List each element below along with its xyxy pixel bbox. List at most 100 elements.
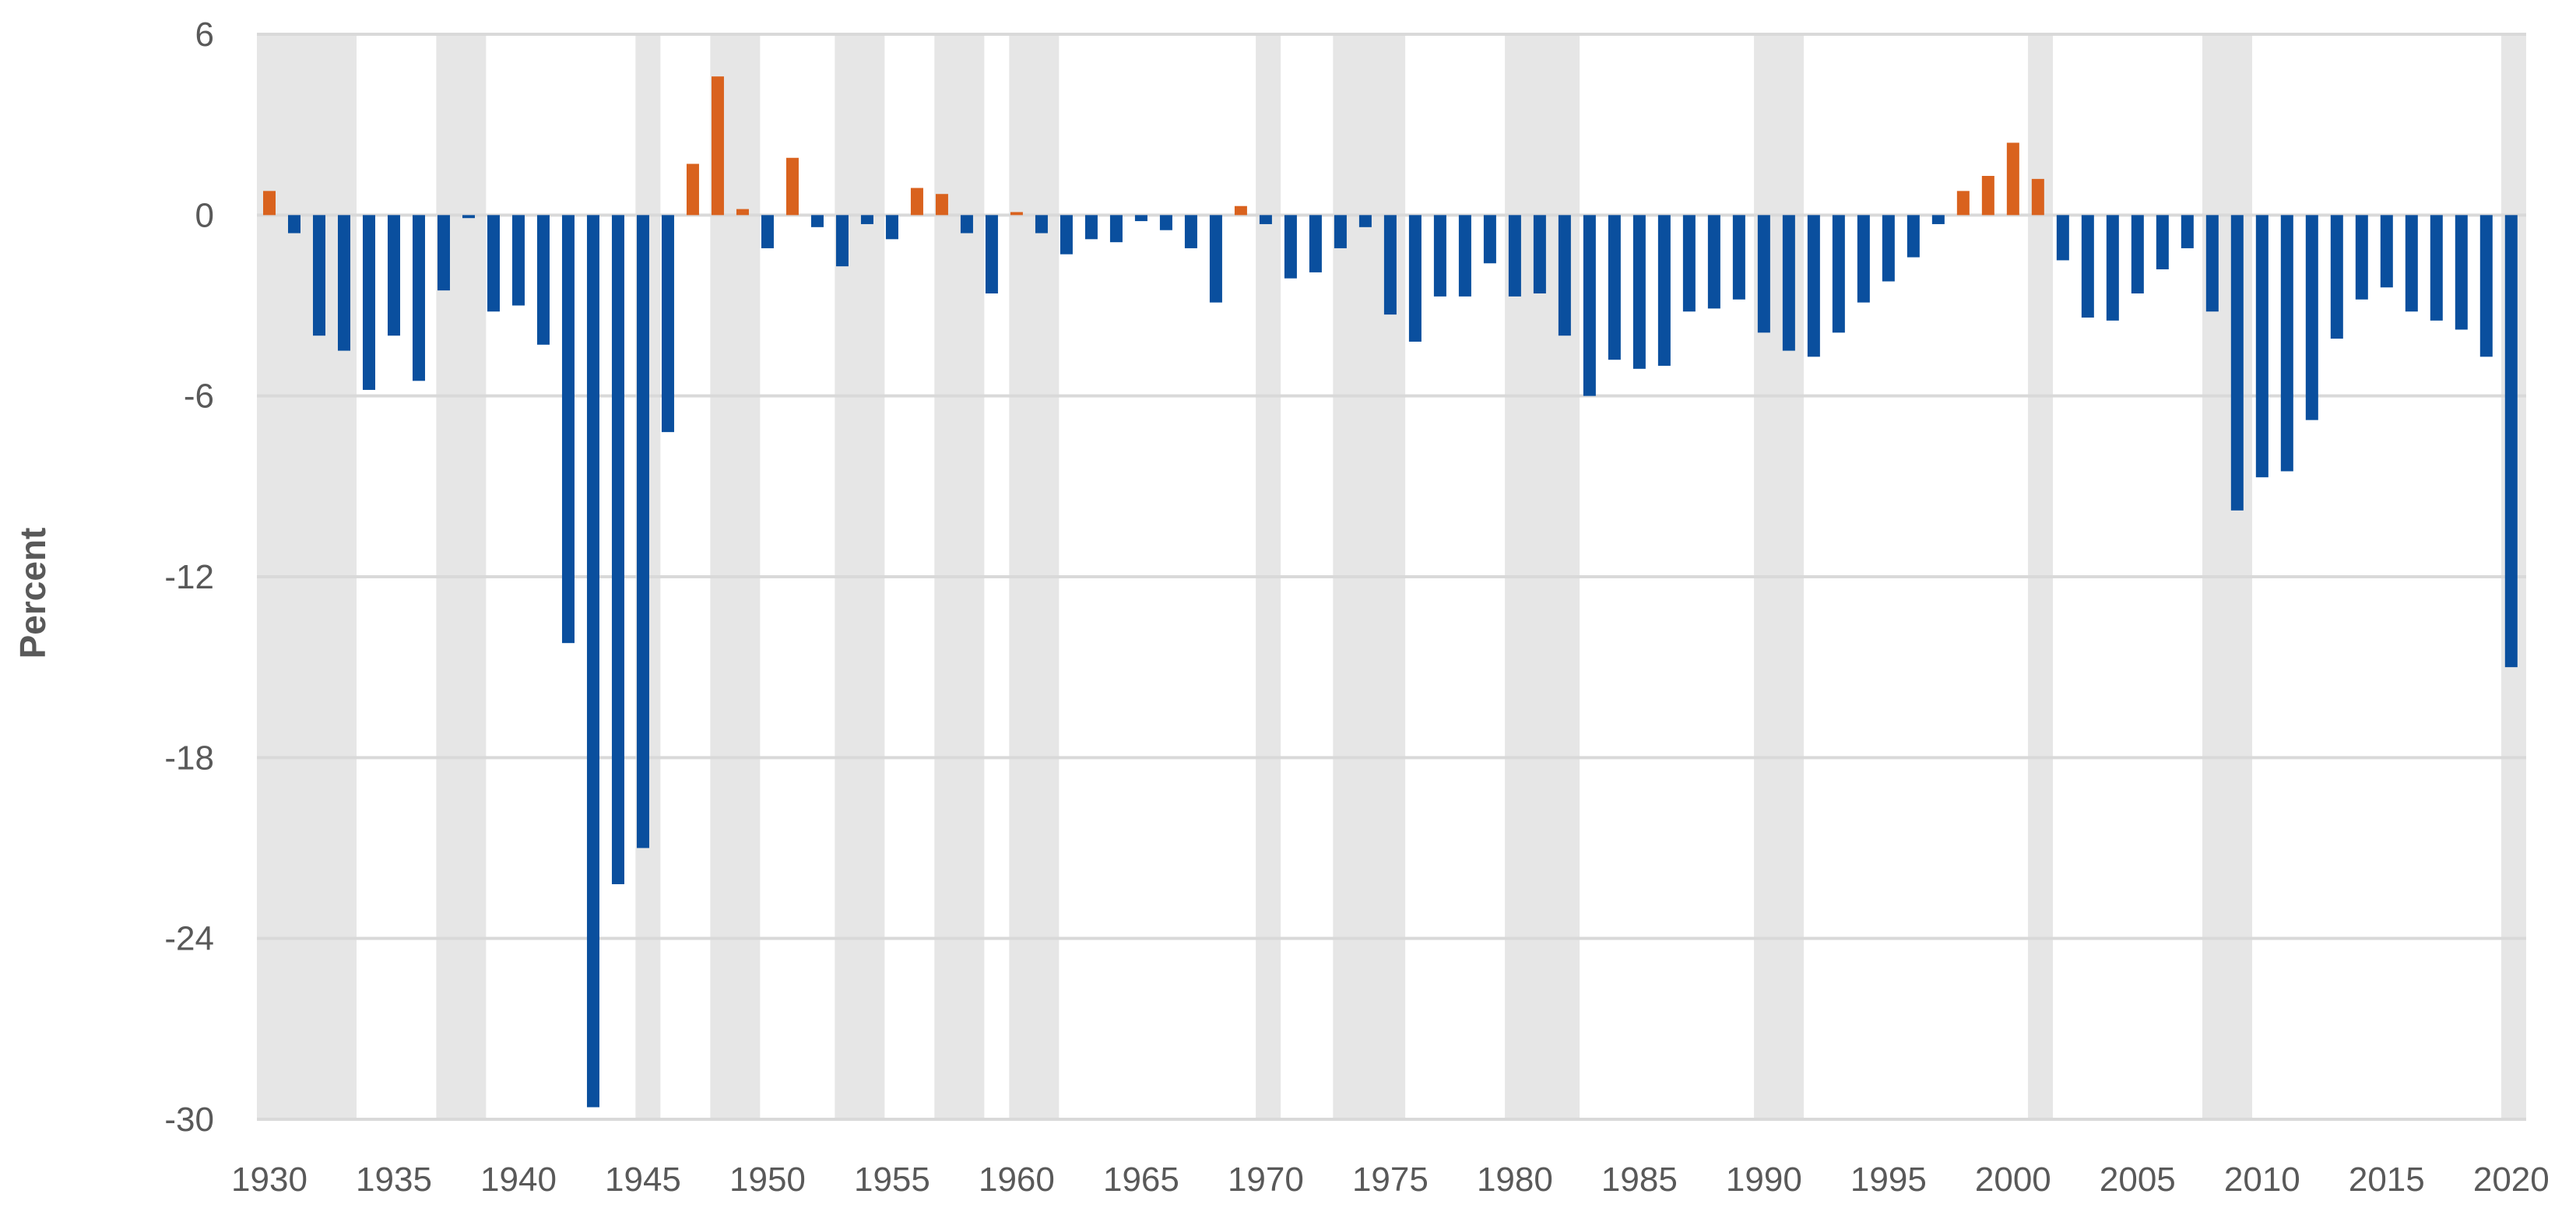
- bar-1983: [1583, 215, 1596, 396]
- bar-1969: [1234, 205, 1247, 216]
- x-tick-label: 1965: [1103, 1161, 1179, 1199]
- x-tick-label: 1930: [231, 1161, 308, 1199]
- bars: [262, 76, 2518, 1108]
- bar-2009: [2230, 215, 2244, 511]
- bar-2019: [2479, 215, 2493, 357]
- bar-1970: [1259, 215, 1272, 224]
- bar-1985: [1632, 215, 1646, 369]
- bar-1967: [1184, 215, 1197, 248]
- bar-1931: [287, 215, 300, 234]
- bar-1940: [511, 215, 525, 306]
- x-tick-label: 1955: [854, 1161, 930, 1199]
- bar-1978: [1458, 215, 1471, 297]
- bar-1947: [686, 163, 699, 216]
- bar-2006: [2156, 215, 2169, 270]
- bar-1936: [412, 215, 425, 381]
- bar-1981: [1533, 215, 1546, 294]
- bar-1959: [985, 215, 998, 294]
- bar-1955: [885, 215, 898, 240]
- bar-1943: [586, 215, 599, 1108]
- bar-1989: [1732, 215, 1745, 300]
- bar-2005: [2131, 215, 2144, 294]
- bar-1987: [1682, 215, 1696, 312]
- bar-2016: [2405, 215, 2418, 312]
- bar-1950: [761, 215, 774, 248]
- bar-1982: [1558, 215, 1571, 336]
- x-tick-label: 1995: [1850, 1161, 1927, 1199]
- bar-1932: [312, 215, 325, 336]
- y-tick-label: -12: [164, 558, 214, 596]
- bar-1946: [661, 215, 674, 433]
- bar-1938: [462, 215, 475, 219]
- bar-1962: [1060, 215, 1073, 255]
- bar-1972: [1309, 215, 1322, 272]
- bar-1960: [1010, 212, 1023, 216]
- x-tick-label: 2010: [2224, 1161, 2300, 1199]
- bar-1986: [1657, 215, 1671, 366]
- bar-2014: [2355, 215, 2368, 300]
- bar-1999: [1981, 175, 1994, 216]
- bar-1949: [736, 209, 749, 216]
- y-axis-ticks: 6 0 -6 -12 -18 -24 -30: [164, 16, 214, 1139]
- bar-1988: [1707, 215, 1720, 309]
- bar-1934: [362, 215, 375, 390]
- bar-2001: [2031, 178, 2044, 216]
- y-tick-label: 6: [195, 16, 214, 54]
- bar-1937: [437, 215, 450, 291]
- x-tick-label: 2005: [2100, 1161, 2176, 1199]
- x-axis-ticks: 1930 1935 1940 1945 1950 1955 1960 1965 1970 1975…: [231, 1161, 2550, 1199]
- bar-1980: [1508, 215, 1521, 297]
- bar-2000: [2006, 142, 2019, 216]
- bar-1971: [1284, 215, 1297, 279]
- bar-1930: [262, 191, 276, 216]
- bar-1968: [1209, 215, 1222, 303]
- bar-2004: [2106, 215, 2119, 321]
- bar-2007: [2181, 215, 2194, 248]
- bar-1963: [1084, 215, 1098, 240]
- bar-1995: [1882, 215, 1895, 282]
- bar-1951: [785, 157, 799, 216]
- gridlines: [257, 33, 2526, 1121]
- bar-2017: [2430, 215, 2443, 321]
- x-tick-label: 1950: [729, 1161, 806, 1199]
- bar-1997: [1931, 215, 1945, 224]
- bar-1996: [1907, 215, 1920, 258]
- bar-1975: [1383, 215, 1397, 315]
- bar-1945: [636, 215, 649, 848]
- y-axis-title: Percent: [12, 528, 53, 659]
- bar-1956: [910, 188, 923, 216]
- x-tick-label: 2000: [1975, 1161, 2051, 1199]
- bar-1966: [1159, 215, 1172, 230]
- x-tick-label: 1945: [605, 1161, 681, 1199]
- bar-2018: [2455, 215, 2468, 330]
- bar-2002: [2056, 215, 2069, 261]
- bar-1941: [536, 215, 550, 345]
- bar-1974: [1358, 215, 1372, 227]
- bar-1954: [860, 215, 873, 224]
- bar-1994: [1857, 215, 1870, 303]
- y-tick-label: 0: [195, 196, 214, 234]
- bar-1993: [1832, 215, 1845, 333]
- bar-1991: [1782, 215, 1795, 351]
- y-tick-label: -30: [164, 1101, 214, 1139]
- bar-1958: [960, 215, 973, 234]
- x-tick-label: 1980: [1477, 1161, 1553, 1199]
- bar-1973: [1334, 215, 1347, 248]
- y-tick-label: -6: [184, 378, 214, 416]
- x-tick-label: 1960: [979, 1161, 1055, 1199]
- bar-1942: [561, 215, 575, 644]
- bar-1979: [1483, 215, 1496, 264]
- bar-1953: [835, 215, 849, 267]
- bar-2012: [2305, 215, 2318, 420]
- bar-1976: [1408, 215, 1422, 342]
- bar-2015: [2380, 215, 2393, 288]
- x-tick-label: 1985: [1601, 1161, 1678, 1199]
- bar-1964: [1109, 215, 1123, 243]
- bar-1948: [711, 76, 724, 216]
- bar-2011: [2280, 215, 2293, 472]
- x-tick-label: 1975: [1352, 1161, 1429, 1199]
- bar-1933: [337, 215, 350, 351]
- y-tick-label: -18: [164, 739, 214, 777]
- x-tick-label: 2020: [2473, 1161, 2550, 1199]
